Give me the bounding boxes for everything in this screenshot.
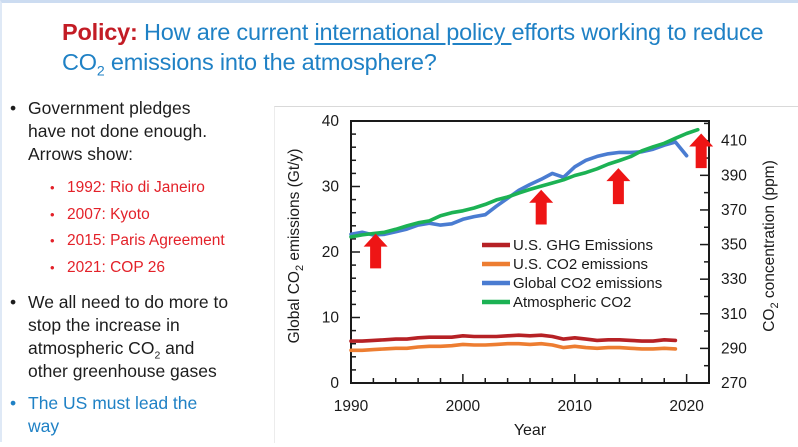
sub-bullet-paris-2015: • 2015: Paris Agreement <box>50 228 272 255</box>
legend-label: U.S. GHG Emissions <box>513 237 653 254</box>
policy-arrow-1992 <box>363 233 388 269</box>
y-axis-right: 270 290 310 330 350 370 390 410 CO2 concentratio… <box>700 122 781 392</box>
x-tick-label: 2020 <box>669 398 704 415</box>
x-tick-label: 2000 <box>446 398 481 415</box>
sub-bullet-cop26-2021: • 2021: COP 26 <box>50 255 272 282</box>
title-co2-subscript: 2 <box>96 62 105 79</box>
y-left-tick-label: 30 <box>322 179 340 196</box>
sub-bullet-rio-1992: • 1992: Rio di Janeiro <box>50 175 272 202</box>
chart-object-border <box>274 106 798 443</box>
policy-events-list: • 1992: Rio di Janeiro • 2007: Kyoto • 2… <box>50 175 272 281</box>
y-right-tick-label: 410 <box>721 133 747 150</box>
y-right-tick-label: 390 <box>721 167 747 184</box>
sub-bullet-paris-2015-text: 2015: Paris Agreement <box>67 232 225 249</box>
slide-title: Policy: How are current international po… <box>62 17 774 79</box>
policy-arrow-2014 <box>606 168 631 205</box>
bullet-marker: • <box>50 180 55 195</box>
chart-legend: U.S. GHG Emissions U.S. CO2 emissions Glob… <box>482 237 662 311</box>
x-axis-title: Year <box>514 422 547 439</box>
bullet-marker: • <box>10 393 17 413</box>
policy-arrows <box>363 133 714 269</box>
plot-frame <box>350 120 710 384</box>
sub-bullet-cop26-2021-text: 2021: COP 26 <box>67 258 165 276</box>
bullet-marker: • <box>10 98 17 118</box>
bullet-us-lead: • The US must lead the way <box>10 392 232 438</box>
series-line-u-s-co2-emissions <box>349 341 678 353</box>
x-tick-label: 1990 <box>334 398 369 415</box>
bullet-do-more-text: We all need to do more to stop the incre… <box>28 291 232 383</box>
y-left-tick-label: 40 <box>322 113 340 130</box>
emissions-chart: 1990 2000 2010 2020 Year 0 10 20 30 40 Global CO2 … <box>286 113 781 439</box>
y-right-tick-label: 290 <box>721 340 747 357</box>
legend-label: Atmospheric CO2 <box>513 294 631 311</box>
x-tick-label: 2010 <box>558 398 593 415</box>
y-left-tick-label: 20 <box>322 244 340 261</box>
y-right-tick-label: 370 <box>721 202 747 219</box>
policy-arrow-2007 <box>529 189 554 225</box>
title-seg2: efforts working to reduce CO <box>62 19 764 75</box>
policy-arrow-2021 <box>689 133 714 169</box>
sub-bullet-rio-1992-text: 1992: Rio di Janeiro <box>67 179 205 196</box>
y-left-tick-label: 10 <box>322 310 340 327</box>
title-seg1: How are current <box>137 19 315 45</box>
bullet-do-more-pre: We all need to do more to stop the incre… <box>28 292 229 358</box>
sub-bullet-kyoto-2007: • 2007: Kyoto <box>50 202 272 229</box>
y-left-tick-label: 0 <box>330 375 339 392</box>
bullet-marker: • <box>50 259 55 275</box>
y-right-tick-label: 350 <box>721 237 747 254</box>
title-underlined-phrase: international policy <box>314 19 512 45</box>
title-policy-prefix: Policy: <box>62 19 138 45</box>
series-line-global-co2-emissions <box>349 140 689 237</box>
y-axis-left: 0 10 20 30 40 Global CO2 emissions (Gt/y) <box>286 113 360 392</box>
bullet-marker: • <box>10 292 17 312</box>
series-line-u-s-ghg-emissions <box>349 333 678 343</box>
bullet-marker: • <box>50 233 55 248</box>
series-line-atmospheric-co2 <box>349 127 700 239</box>
bullet-us-lead-text: The US must lead the way <box>28 393 198 436</box>
bullet-list: • Government pledges have not done enoug… <box>10 97 272 447</box>
legend-label: U.S. CO2 emissions <box>513 256 648 273</box>
bullet-govt-pledges: • Government pledges have not done enoug… <box>10 97 232 166</box>
title-seg3: emissions into the atmosphere? <box>104 49 437 75</box>
bullet-marker: • <box>50 206 55 222</box>
y-right-axis-title: CO2 concentration (ppm) <box>761 160 781 332</box>
sub-bullet-kyoto-2007-text: 2007: Kyoto <box>67 205 150 223</box>
bullet-do-more-post: and other greenhouse gases <box>28 338 217 381</box>
y-right-tick-label: 330 <box>721 271 747 288</box>
bullet-govt-pledges-text: Government pledges have not done enough.… <box>28 98 208 164</box>
y-left-axis-title: Global CO2 emissions (Gt/y) <box>286 149 306 344</box>
bullet-do-more: • We all need to do more to stop the inc… <box>10 291 232 383</box>
y-right-tick-label: 310 <box>721 306 747 323</box>
y-right-tick-label: 270 <box>721 375 747 392</box>
co2-subscript: 2 <box>154 349 161 362</box>
legend-label: Global CO2 emissions <box>513 275 662 292</box>
